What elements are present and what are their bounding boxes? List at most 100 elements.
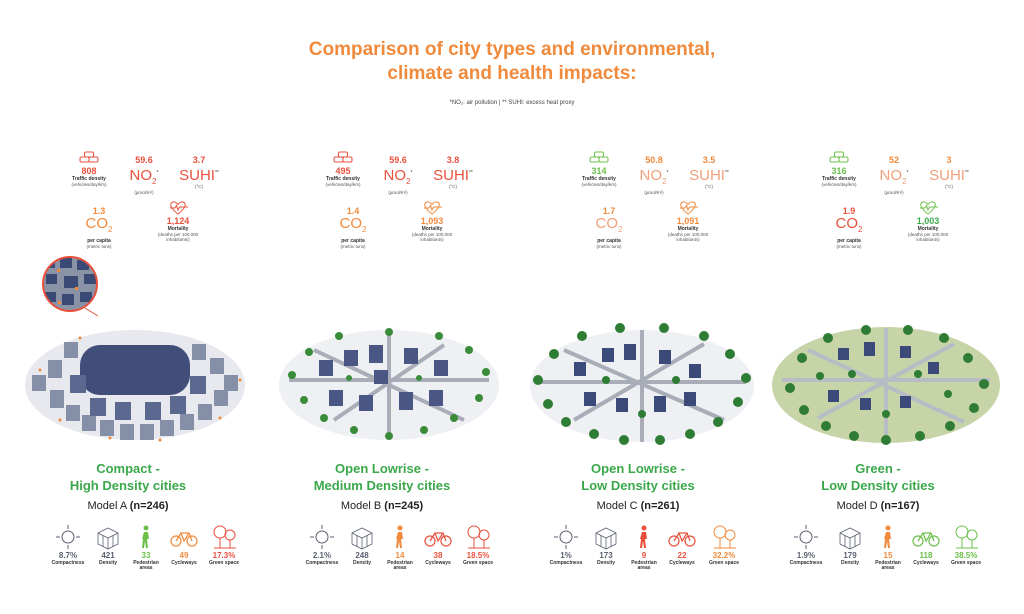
heart-pulse-icon (424, 201, 442, 215)
no2-metric: 52 NO2* (µmol/m²) (874, 155, 914, 195)
compactness-icon (554, 525, 578, 549)
cycleways-value: 38 (433, 551, 443, 560)
traffic-value: 808 (81, 166, 97, 176)
traffic-value: 495 (335, 166, 351, 176)
green-space-value: 18.5% (466, 551, 490, 560)
suhi-symbol: SUHI** (179, 167, 219, 184)
trees-icon (467, 525, 490, 549)
compactness-indicator: 1% Compactness (546, 524, 586, 566)
co2-unit: (metric tons) (340, 244, 366, 249)
page-title: Comparison of city types and environment… (0, 38, 1024, 86)
cycleways-value: 22 (677, 551, 687, 560)
cycleways-label: Cycleways (913, 560, 939, 566)
city-type-line-1: Open Lowrise - (591, 461, 685, 476)
suhi-value: 3.8 (446, 155, 460, 165)
city-column-c: 314 Traffic density (vehicles/day/km) 50… (510, 0, 766, 614)
compactness-icon (310, 525, 334, 549)
city-type-title: Compact - High Density cities (0, 460, 256, 494)
city-type-title: Open Lowrise - Medium Density cities (254, 460, 510, 494)
pedestrian-label: Pedestrian areas (631, 560, 657, 571)
co2-metric: 1.4 CO2 per capita (metric tons) (330, 206, 376, 249)
density-value: 421 (101, 551, 115, 560)
model-sample-size: (n=261) (640, 500, 680, 512)
mortality-value: 1,091 (676, 216, 700, 226)
model-sample-size: (n=245) (384, 500, 424, 512)
density-icon (351, 527, 373, 550)
co2-metric: 1.7 CO2 per capita (metric tons) (586, 206, 632, 249)
suhi-symbol: SUHI** (929, 167, 969, 184)
cycleways-value: 49 (179, 551, 189, 560)
mortality-value: 1,003 (916, 216, 940, 226)
mortality-unit: (deaths per 100,000 inhabitants) (157, 232, 199, 242)
city-illustration-compact (25, 330, 245, 442)
co2-label: per capita (837, 238, 861, 244)
density-value: 179 (843, 551, 857, 560)
density-icon (839, 527, 861, 550)
city-type-title: Green - Low Density cities (750, 460, 1006, 494)
green-space-indicator: 18.5% Green space (458, 524, 498, 566)
no2-value: 52 (888, 155, 899, 165)
suhi-value: 3.7 (192, 155, 206, 165)
pedestrian-value: 9 (641, 551, 647, 560)
pedestrian-value: 15 (883, 551, 893, 560)
mortality-value: 1,124 (166, 216, 190, 226)
bicycle-icon (424, 532, 452, 547)
density-icon (595, 527, 617, 550)
co2-symbol: CO2 (339, 215, 367, 235)
mortality-value: 1,093 (420, 216, 444, 226)
co2-value: 1.7 (602, 206, 616, 216)
no2-metric: 50.8 NO2* (µmol/m²) (634, 155, 674, 195)
mortality-label: Mortality (917, 226, 939, 232)
green-space-value: 38.5% (954, 551, 978, 560)
suhi-metric: 3.8 SUHI** (°C) (430, 155, 476, 189)
city-type-line-2: Medium Density cities (313, 478, 451, 493)
mortality-metric: 1,093 Mortality (deaths per 100,000 inha… (404, 200, 460, 242)
pedestrian-label: Pedestrian areas (875, 560, 901, 571)
mortality-unit: (deaths per 100,000 inhabitants) (667, 232, 709, 242)
suhi-metric: 3 SUHI** (°C) (926, 155, 972, 189)
city-type-line-2: High Density cities (69, 478, 187, 493)
model-name: Model B (340, 500, 382, 512)
compactness-indicator: 8.7% Compactness (48, 524, 88, 566)
city-type-title: Open Lowrise - Low Density cities (510, 460, 766, 494)
heart-pulse-icon (920, 201, 938, 215)
green-space-value: 17.3% (212, 551, 236, 560)
traffic-label: Traffic density (582, 176, 616, 182)
compactness-value: 1% (560, 551, 572, 560)
bicycle-icon (170, 532, 198, 547)
traffic-metric: 495 Traffic density (vehicles/day/km) (316, 150, 370, 187)
pedestrian-label: Pedestrian areas (133, 560, 159, 571)
city-type-line-2: Low Density cities (821, 478, 935, 493)
density-indicator: 173 Density (586, 524, 626, 566)
bicycle-icon (668, 532, 696, 547)
no2-unit: (µmol/m²) (134, 190, 154, 195)
density-icon (97, 527, 119, 550)
city-type-line-1: Open Lowrise - (335, 461, 429, 476)
density-value: 248 (355, 551, 369, 560)
pedestrian-icon (142, 525, 149, 548)
model-name: Model D (836, 500, 878, 512)
density-indicator: 421 Density (88, 524, 128, 566)
no2-metric: 59.6 NO2* (µmol/m²) (378, 155, 418, 195)
suhi-metric: 3.5 SUHI** (°C) (686, 155, 732, 189)
title-line-2: climate and health impacts: (387, 63, 637, 84)
pedestrian-label: Pedestrian areas (387, 560, 413, 571)
heart-pulse-icon (680, 201, 698, 215)
green-space-label: Green space (950, 560, 982, 566)
density-indicator: 248 Density (342, 524, 382, 566)
trees-icon (713, 525, 736, 549)
magnifier-detail-icon (42, 256, 99, 317)
mortality-metric: 1,124 Mortality (deaths per 100,000 inha… (150, 200, 206, 242)
traffic-metric: 314 Traffic density (vehicles/day/km) (572, 150, 626, 187)
city-column-d: 316 Traffic density (vehicles/day/km) 52… (764, 0, 1020, 614)
compactness-indicator: 1.9% Compactness (786, 524, 826, 566)
mortality-unit: (deaths per 100,000 inhabitants) (411, 232, 453, 242)
title-line-1: Comparison of city types and environment… (308, 39, 716, 60)
green-space-indicator: 17.3% Green space (204, 524, 244, 566)
co2-label: per capita (597, 238, 621, 244)
subtitle-legend: *NO₂: air pollution | ** SUHI: excess he… (449, 100, 575, 106)
bicycle-icon (912, 532, 940, 547)
suhi-value: 3.5 (702, 155, 716, 165)
compactness-indicator: 2.1% Compactness (302, 524, 342, 566)
density-label: Density (840, 560, 860, 566)
